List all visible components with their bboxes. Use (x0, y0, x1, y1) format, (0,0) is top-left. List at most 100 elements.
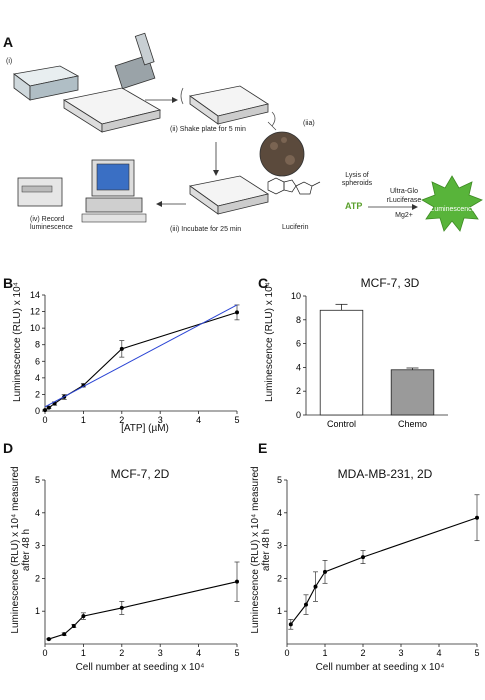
chart-d-ytick-label: 1 (35, 606, 40, 616)
chart-c-bar-chemo (390, 369, 435, 416)
panel-letter-a: A (3, 34, 14, 50)
panel-letter-b: B (3, 275, 14, 291)
chart-e-ytick-label: 3 (277, 541, 282, 551)
chart-c-ytick-label: 10 (291, 291, 301, 301)
chart-b-ytick-label: 14 (30, 290, 40, 300)
chart-b-xtick-label: 5 (234, 415, 239, 425)
chart-b-data-point (235, 310, 239, 315)
luminescence-output-label: Luminescence (430, 206, 476, 213)
step-3-label: (iii) Incubate for 25 min (170, 226, 242, 233)
panel-a-schematic (13, 32, 483, 232)
panel-letter-d: D (3, 440, 14, 456)
chart-d-data-point (119, 605, 124, 610)
chart-e-ytick-label: 4 (277, 508, 282, 518)
chart-d-title: MCF-7, 2D (110, 467, 170, 481)
chart-b-ytick-label: 4 (35, 373, 40, 383)
chart-c-ytick-label: 4 (296, 362, 301, 372)
chart-e-xtick-label: 4 (436, 648, 441, 658)
chart-e-data-point (361, 555, 365, 560)
chart-d-xtick-label: 3 (158, 648, 163, 658)
chart-b-xtick-label: 3 (158, 415, 163, 425)
enzyme-label-2: rLuciferase (386, 197, 422, 204)
chart-c-ytick-label: 2 (296, 386, 301, 396)
atp-label: ATP (345, 201, 363, 211)
lysis-label: Lysis of spheroids (341, 172, 373, 187)
chart-b-ytick-label: 8 (35, 340, 40, 350)
chart-d-data-point (46, 637, 51, 642)
chart-e-xtick-label: 3 (398, 648, 403, 658)
chart-d-data-point (235, 579, 239, 584)
chart-e-xlabel: Cell number at seeding x 10⁴ (315, 662, 445, 673)
chart-e-xtick-label: 0 (284, 648, 289, 658)
luminescence-burst-icon (421, 175, 483, 232)
chart-d-ytick-label: 4 (35, 508, 40, 518)
chart-b-ytick-label: 12 (30, 307, 40, 317)
step-1-label: (i) (6, 58, 13, 65)
chart-b-xtick-label: 0 (42, 415, 47, 425)
chart-d-ytick-label: 3 (35, 541, 40, 551)
chart-e-ytick-label: 1 (277, 606, 282, 616)
chart-d-xlabel: Cell number at seeding x 10⁴ (75, 662, 205, 673)
chart-b-ytick-label: 0 (35, 406, 40, 416)
chart-e-ytick-label: 5 (277, 475, 282, 485)
reagent-reservoir-icon (13, 65, 80, 101)
chart-d-data-point (62, 632, 67, 637)
chart-e-svg: 1 2 3 4 5 0 1 2 3 4 5 (277, 475, 480, 658)
chart-d-data-point (71, 623, 76, 628)
chart-c-category-label: Chemo (398, 419, 427, 429)
chart-c-bar-control (319, 309, 364, 416)
chart-c-ytick-label: 8 (296, 315, 301, 325)
chart-b-xtick-label: 2 (119, 415, 124, 425)
plate-reader-icon (17, 177, 63, 207)
chart-c-title: MCF-7, 3D (360, 276, 420, 290)
chart-e-xtick-label: 2 (360, 648, 365, 658)
luciferin-label: Luciferin (282, 224, 309, 231)
chart-d-svg: 1 2 3 4 5 0 1 2 3 4 5 (35, 475, 240, 658)
chart-e-series-0-line (290, 517, 478, 625)
chart-e-data-point (475, 515, 479, 520)
chart-d-series-0-line (48, 581, 238, 640)
step-2a-label: (iia) (303, 120, 315, 127)
chart-b-series-0-line (44, 311, 238, 411)
chart-e-title: MDA-MB-231, 2D (337, 467, 433, 481)
step-2-label: (ii) Shake plate for 5 min (170, 126, 246, 133)
chart-b-data-point (43, 408, 47, 413)
well-plate-pipette-icon (62, 32, 162, 133)
chart-e-ytick-label: 2 (277, 573, 282, 583)
chart-d-ytick-label: 5 (35, 475, 40, 485)
chart-e-data-point (313, 584, 318, 589)
chart-b-xtick-label: 4 (196, 415, 201, 425)
chart-b-xlabel: [ATP] (µM) (121, 423, 169, 434)
chart-b-data-point (119, 346, 124, 351)
chart-d-xtick-label: 1 (81, 648, 86, 658)
chart-e-data-point (304, 602, 308, 607)
chart-d-xtick-label: 2 (119, 648, 124, 658)
chart-b-ytick-label: 10 (30, 323, 40, 333)
chart-e-xtick-label: 1 (322, 648, 327, 658)
enzyme-label-1: Ultra-Glo (389, 188, 418, 195)
spheroid-icon (259, 131, 305, 177)
chart-b-ytick-label: 2 (35, 389, 40, 399)
chart-e-data-point (288, 622, 293, 627)
chart-d-xtick-label: 5 (234, 648, 239, 658)
chart-e-data-point (323, 569, 327, 574)
chart-c-ytick-label: 6 (296, 339, 301, 349)
incubation-plate-icon (189, 175, 270, 215)
chart-d-xtick-label: 4 (196, 648, 201, 658)
computer-icon (81, 159, 147, 223)
chart-d-data-point (81, 614, 86, 619)
panel-letter-e: E (258, 440, 268, 456)
chart-d-ytick-label: 2 (35, 573, 40, 583)
shaking-plate-icon (180, 85, 276, 127)
chart-b-data-point (46, 405, 51, 410)
magnesium-label: Mg2+ (395, 212, 413, 219)
chart-c-category-label: Control (327, 419, 356, 429)
chart-b-xtick-label: 1 (81, 415, 86, 425)
chart-b-series-1-line (44, 304, 238, 408)
chart-c-svg: 0 2 4 6 8 10 Control Chemo (291, 291, 448, 429)
chart-b-ytick-label: 6 (35, 356, 40, 366)
luciferin-structure-icon (267, 177, 321, 195)
chart-d-xtick-label: 0 (42, 648, 47, 658)
panel-letter-c: C (258, 275, 269, 291)
